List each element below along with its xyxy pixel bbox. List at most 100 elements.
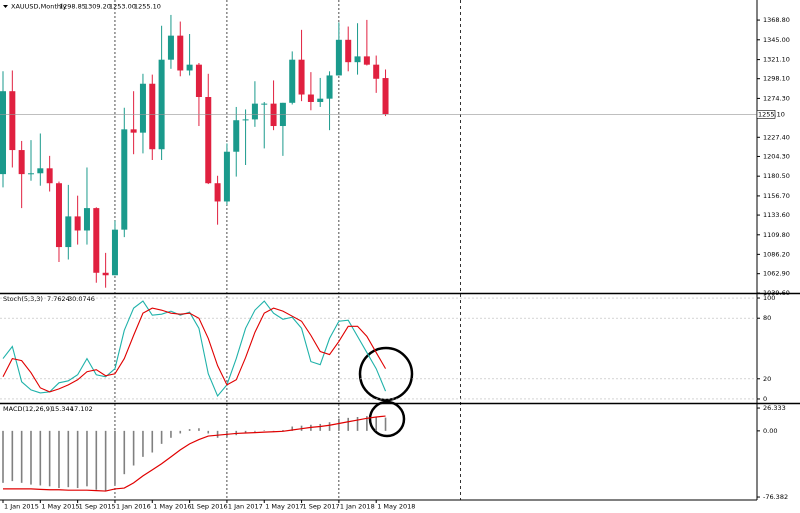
x-tick-label: 1 Sep 2017 <box>303 503 340 511</box>
histogram-bar <box>384 417 387 431</box>
ohlc-high: 1309.20 <box>84 3 111 11</box>
x-tick-label: 1 May 2018 <box>377 503 415 511</box>
y-tick-label: 1062.90 <box>763 270 790 278</box>
y-tick-label: 1204.30 <box>763 152 790 160</box>
y-tick-label: 80 <box>763 314 771 322</box>
candle-body <box>195 64 202 98</box>
candle-body <box>139 83 146 133</box>
candle-body <box>158 59 165 150</box>
annotation-circle <box>368 400 406 438</box>
histogram-bar <box>272 430 275 432</box>
y-tick-label: 26.333 <box>763 404 786 412</box>
candle-body <box>261 103 268 105</box>
candle-body <box>149 83 156 150</box>
candle-body <box>242 119 249 121</box>
histogram-bar <box>30 430 32 485</box>
x-tick-label: 1 Jan 2017 <box>228 503 263 511</box>
candle-body <box>102 272 109 276</box>
candle-body <box>345 39 352 63</box>
histogram-bar <box>179 430 182 434</box>
histogram-bar <box>338 418 340 431</box>
y-tick-label: 0.00 <box>763 427 777 435</box>
x-tick-label: 1 Jan 2016 <box>116 503 151 511</box>
x-tick-label: 1 May 2016 <box>153 503 191 511</box>
histogram-bar <box>356 416 359 431</box>
candle-body <box>214 183 221 202</box>
candle-body <box>363 56 370 65</box>
candle-body <box>65 216 72 248</box>
x-tick-label: 1 Sep 2016 <box>191 503 228 511</box>
candle-body <box>93 208 100 273</box>
y-tick-label: 1274.30 <box>763 94 790 102</box>
histogram-bar <box>198 428 200 431</box>
macd-signal-value: 17.102 <box>70 405 93 413</box>
candle-body <box>251 103 258 120</box>
candle-body <box>317 98 324 102</box>
y-tick-label: 100 <box>763 294 775 302</box>
histogram-bar <box>375 416 377 431</box>
y-tick-label: 1321.10 <box>763 56 790 64</box>
x-tick-label: 1 May 2017 <box>265 503 303 511</box>
y-tick-label: 1298.10 <box>763 75 790 83</box>
histogram-bar <box>48 430 51 487</box>
candle-body <box>270 103 277 127</box>
candle-body <box>205 97 212 184</box>
histogram-bar <box>188 429 191 431</box>
candle-body <box>130 129 137 133</box>
histogram-bar <box>263 430 266 431</box>
stoch-main-value: 7.7624 <box>47 295 70 303</box>
candle-body <box>373 64 380 79</box>
x-tick-label: 1 Sep 2015 <box>79 503 116 511</box>
histogram-bar <box>151 430 154 453</box>
histogram-bar <box>11 430 14 482</box>
x-tick-label: 1 Jan 2015 <box>4 503 39 511</box>
candle-body <box>83 208 90 231</box>
histogram-bar <box>328 422 331 431</box>
y-tick-label: 1086.20 <box>763 250 790 258</box>
indicator-line <box>2 307 387 393</box>
x-tick-label: 1 Jan 2018 <box>340 503 375 511</box>
candle-body <box>0 91 6 175</box>
y-tick-label: 1156.70 <box>763 192 790 200</box>
candle-body <box>382 78 389 115</box>
histogram-bar <box>95 430 98 490</box>
candle-body <box>27 173 34 175</box>
histogram-bar <box>254 430 256 432</box>
ohlc-low: 1253.00 <box>109 3 136 11</box>
stoch-signal-value: 30.0746 <box>68 295 95 303</box>
candle-body <box>307 94 314 102</box>
histogram-bar <box>86 430 88 487</box>
candle-body <box>186 64 193 71</box>
y-tick-label: 1227.40 <box>763 133 790 141</box>
histogram-bar <box>291 426 294 431</box>
histogram-bar <box>114 430 116 485</box>
stoch-title: Stoch(5,3,3) <box>3 295 43 303</box>
candle-body <box>121 129 128 230</box>
indicator-line <box>2 300 387 397</box>
macd-title: MACD(12,26,9) <box>3 405 52 413</box>
y-tick-label: 20 <box>763 375 771 383</box>
last-price-box <box>756 110 776 119</box>
histogram-bar <box>39 430 42 486</box>
annotation-circle <box>358 346 414 402</box>
ohlc-close: 1255.10 <box>134 3 161 11</box>
candle-body <box>111 229 118 276</box>
histogram-bar <box>123 430 126 475</box>
candle-body <box>289 59 296 103</box>
histogram-bar <box>347 417 350 431</box>
histogram-bar <box>366 416 368 431</box>
histogram-bar <box>244 430 247 434</box>
candle-body <box>177 35 184 71</box>
y-tick-label: 1345.00 <box>763 36 790 44</box>
histogram-bar <box>160 430 163 444</box>
candle-body <box>74 216 81 231</box>
histogram-bar <box>216 430 219 438</box>
histogram-bar <box>20 430 23 483</box>
histogram-bar <box>319 423 322 431</box>
price-header: XAUUSD,Monthly 1298.85 1309.20 1253.00 1… <box>3 3 161 11</box>
histogram-bar <box>282 429 284 431</box>
y-tick-label: 1180.50 <box>763 172 790 180</box>
histogram-bar <box>76 430 79 489</box>
histogram-bar <box>104 430 107 492</box>
